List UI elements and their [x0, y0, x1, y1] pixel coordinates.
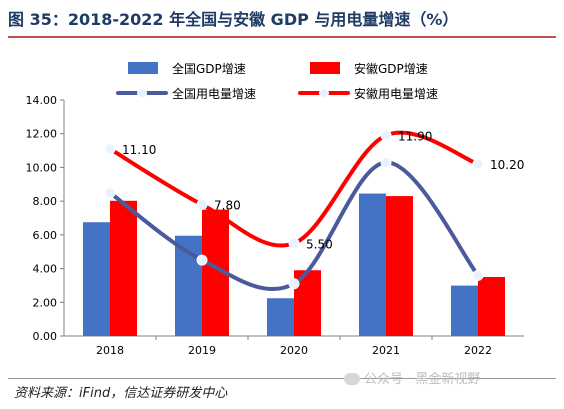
- legend-anhui-power-marker: [319, 88, 329, 98]
- figure-title: 图 35：2018-2022 年全国与安徽 GDP 与用电量增速（%）: [8, 10, 459, 29]
- bar-national-gdp: [83, 222, 110, 336]
- data-label: 5.50: [306, 237, 333, 251]
- point-national-power: [104, 187, 116, 199]
- point-anhui-power: [380, 129, 392, 141]
- point-anhui-power: [472, 158, 484, 170]
- bar-anhui-gdp: [110, 200, 137, 336]
- y-tick-label: 2.00: [33, 296, 58, 309]
- bar-national-gdp: [451, 285, 478, 336]
- chart: 0.00 2.00 4.00 6.00 8.00 10.00 12.00 14.00 2018 2…: [26, 61, 525, 357]
- y-tick-label: 8.00: [33, 195, 58, 208]
- point-anhui-power: [196, 199, 208, 211]
- point-national-power: [472, 269, 484, 281]
- legend-national-power-marker: [137, 88, 147, 98]
- legend-national-gdp-label: 全国GDP增速: [172, 61, 246, 76]
- watermark-text: 公众号 · 黑金新视野: [364, 372, 481, 387]
- x-tick-label: 2020: [280, 344, 308, 357]
- data-label: 7.80: [214, 199, 241, 213]
- watermark: 公众号 · 黑金新视野: [344, 368, 480, 387]
- legend-anhui-power-label: 安徽用电量增速: [354, 86, 438, 101]
- bar-national-gdp: [359, 193, 386, 336]
- source-note: 资料来源：iFind，信达证券研发中心: [14, 386, 228, 401]
- y-tick-label: 14.00: [26, 94, 58, 107]
- line-national-power: [108, 160, 480, 291]
- wechat-icon: [344, 373, 360, 385]
- point-national-power: [196, 254, 208, 266]
- y-tick-label: 4.00: [33, 263, 58, 276]
- legend-anhui-gdp-label: 安徽GDP增速: [354, 61, 428, 76]
- point-anhui-power: [104, 143, 116, 155]
- bar-anhui-gdp: [478, 277, 505, 336]
- point-national-power: [288, 278, 300, 290]
- y-tick-label: 6.00: [33, 229, 58, 242]
- point-anhui-power: [288, 237, 300, 249]
- x-tick-label: 2021: [372, 344, 400, 357]
- legend-anhui-gdp-swatch: [310, 62, 340, 74]
- legend-national-gdp-swatch: [128, 62, 158, 74]
- x-tick-label: 2022: [464, 344, 492, 357]
- title-rule: [8, 36, 556, 38]
- y-tick-label: 0.00: [33, 330, 58, 343]
- data-label: 10.20: [490, 158, 524, 172]
- point-national-power: [380, 156, 392, 168]
- y-tick-label: 12.00: [26, 128, 58, 141]
- data-label: 11.10: [122, 143, 156, 157]
- x-tick-label: 2019: [188, 344, 216, 357]
- bar-national-gdp: [267, 298, 294, 336]
- data-label: 11.90: [398, 129, 432, 143]
- x-tick-label: 2018: [96, 344, 124, 357]
- legend-national-power-label: 全国用电量增速: [172, 86, 256, 101]
- bar-anhui-gdp: [386, 196, 413, 336]
- footer-rule: [8, 378, 556, 379]
- y-tick-label: 10.00: [26, 161, 58, 174]
